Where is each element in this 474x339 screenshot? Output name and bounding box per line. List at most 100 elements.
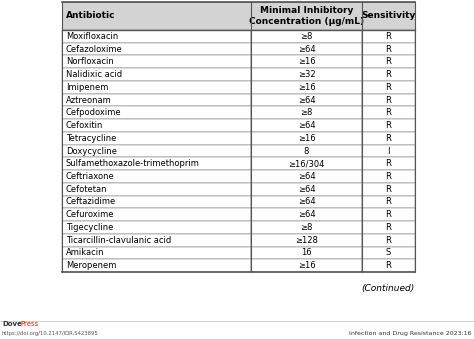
Text: Imipenem: Imipenem — [66, 83, 109, 92]
Text: I: I — [387, 146, 390, 156]
Bar — [362, 81, 415, 94]
Bar — [251, 259, 362, 272]
Text: ≥64: ≥64 — [298, 185, 315, 194]
Text: Doxycycline: Doxycycline — [66, 146, 117, 156]
Text: Cefuroxime: Cefuroxime — [66, 210, 115, 219]
Text: ≥32: ≥32 — [298, 70, 315, 79]
Text: ≥16: ≥16 — [298, 261, 315, 270]
Text: R: R — [385, 70, 392, 79]
Text: S: S — [386, 248, 391, 257]
Text: ≥16: ≥16 — [298, 57, 315, 66]
Bar — [62, 259, 251, 272]
Text: Cefotetan: Cefotetan — [66, 185, 108, 194]
Bar — [362, 94, 415, 106]
Bar — [251, 68, 362, 81]
Bar — [62, 94, 251, 106]
Bar — [362, 119, 415, 132]
Text: Cefpodoxime: Cefpodoxime — [66, 108, 122, 117]
Bar — [251, 246, 362, 259]
Bar — [62, 170, 251, 183]
Bar — [251, 145, 362, 157]
Bar — [62, 106, 251, 119]
Text: (Continued): (Continued) — [362, 284, 415, 293]
Bar — [362, 170, 415, 183]
Text: ≥16: ≥16 — [298, 134, 315, 143]
Text: Dove: Dove — [2, 321, 22, 327]
Text: Cefazoloxime: Cefazoloxime — [66, 45, 123, 54]
Text: ≥128: ≥128 — [295, 236, 318, 245]
Bar — [251, 157, 362, 170]
Text: Aztreonam: Aztreonam — [66, 96, 112, 104]
Bar — [362, 157, 415, 170]
Bar — [251, 81, 362, 94]
Text: Infection and Drug Resistance 2023:16: Infection and Drug Resistance 2023:16 — [349, 331, 472, 336]
Bar — [62, 119, 251, 132]
Text: R: R — [385, 32, 392, 41]
Bar — [362, 68, 415, 81]
Bar — [251, 170, 362, 183]
Bar — [362, 43, 415, 56]
Bar — [62, 196, 251, 208]
Text: 8: 8 — [304, 146, 309, 156]
Text: R: R — [385, 223, 392, 232]
Bar — [251, 43, 362, 56]
Bar — [251, 132, 362, 145]
Text: 16: 16 — [301, 248, 312, 257]
Text: ≥8: ≥8 — [300, 108, 313, 117]
Text: Antibiotic: Antibiotic — [66, 12, 116, 20]
Bar — [62, 56, 251, 68]
Text: Ticarcillin-clavulanic acid: Ticarcillin-clavulanic acid — [66, 236, 171, 245]
Bar — [362, 30, 415, 43]
Text: R: R — [385, 236, 392, 245]
Text: ≥8: ≥8 — [300, 32, 313, 41]
Text: https://doi.org/10.2147/IDR.S423895: https://doi.org/10.2147/IDR.S423895 — [2, 331, 99, 336]
Bar — [62, 183, 251, 196]
Bar — [362, 183, 415, 196]
Bar — [62, 157, 251, 170]
Bar — [362, 2, 415, 30]
Text: ≥64: ≥64 — [298, 121, 315, 130]
Text: R: R — [385, 210, 392, 219]
Text: R: R — [385, 45, 392, 54]
Text: ≥8: ≥8 — [300, 223, 313, 232]
Bar — [362, 56, 415, 68]
Bar — [251, 30, 362, 43]
Text: R: R — [385, 159, 392, 168]
Bar — [251, 2, 362, 30]
Bar — [251, 106, 362, 119]
Bar — [362, 145, 415, 157]
Bar — [62, 68, 251, 81]
Bar — [362, 221, 415, 234]
Bar — [62, 145, 251, 157]
Text: R: R — [385, 108, 392, 117]
Bar — [362, 234, 415, 246]
Text: Ceftazidime: Ceftazidime — [66, 197, 116, 206]
Text: ≥16: ≥16 — [298, 83, 315, 92]
Text: Amikacin: Amikacin — [66, 248, 104, 257]
Bar — [251, 196, 362, 208]
Text: Meropenem: Meropenem — [66, 261, 117, 270]
Text: R: R — [385, 172, 392, 181]
Text: R: R — [385, 57, 392, 66]
Bar — [251, 183, 362, 196]
Text: Sensitivity: Sensitivity — [361, 12, 416, 20]
Bar — [62, 234, 251, 246]
Bar — [362, 196, 415, 208]
Text: Tigecycline: Tigecycline — [66, 223, 113, 232]
Text: Sulfamethoxazole-trimethoprim: Sulfamethoxazole-trimethoprim — [66, 159, 200, 168]
Text: ≥64: ≥64 — [298, 45, 315, 54]
Bar — [251, 208, 362, 221]
Text: Ceftriaxone: Ceftriaxone — [66, 172, 115, 181]
Bar — [62, 221, 251, 234]
Bar — [62, 208, 251, 221]
Text: R: R — [385, 197, 392, 206]
Text: Press: Press — [20, 321, 38, 327]
Bar — [62, 2, 251, 30]
Text: Minimal Inhibitory
Concentration (μg/mL): Minimal Inhibitory Concentration (μg/mL) — [249, 6, 364, 26]
Text: Cefoxitin: Cefoxitin — [66, 121, 103, 130]
Bar — [62, 246, 251, 259]
Text: Tetracycline: Tetracycline — [66, 134, 117, 143]
Bar — [362, 106, 415, 119]
Bar — [362, 132, 415, 145]
Text: ≥16/304: ≥16/304 — [288, 159, 325, 168]
